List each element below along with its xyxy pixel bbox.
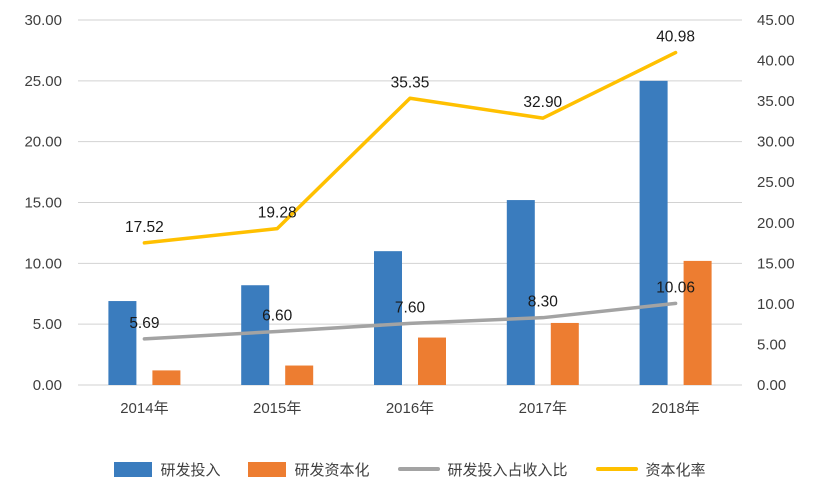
right-axis-tick-label: 40.00 [757, 53, 795, 70]
bar-segment [418, 337, 446, 385]
data-label: 6.60 [262, 307, 293, 324]
legend-line-swatch [595, 467, 638, 471]
left-axis-tick-label: 30.00 [24, 12, 62, 29]
legend-bar-swatch [248, 461, 287, 477]
combo-chart: 0.00 5.00 10.00 15.00 20.00 25.00 30.00 0.00 5.0… [24, 12, 795, 417]
legend-item: 研发投入 [114, 459, 220, 480]
data-label: 32.90 [523, 94, 562, 111]
line-series [142, 301, 678, 341]
legend-line-swatch [397, 467, 440, 471]
bar-segment [374, 251, 402, 385]
legend-label: 研发资本化 [294, 461, 370, 479]
right-axis-tick-label: 20.00 [757, 215, 795, 232]
left-axis-tick-label: 5.00 [33, 316, 62, 333]
line-series [142, 50, 678, 245]
data-label: 17.52 [125, 219, 164, 236]
right-axis-tick-label: 45.00 [757, 12, 795, 29]
right-axis-tick-label: 35.00 [757, 93, 795, 110]
left-axis-tick-label: 0.00 [33, 377, 62, 394]
right-axis-tick-label: 25.00 [757, 174, 795, 191]
data-label: 5.69 [129, 315, 159, 332]
right-axis-tick-label: 15.00 [757, 255, 795, 272]
left-axis-tick-label: 15.00 [24, 195, 62, 212]
left-axis-tick-label: 20.00 [24, 134, 62, 151]
legend-label: 研发投入占收入比 [447, 461, 568, 479]
bar-segment [108, 301, 137, 385]
x-axis-label: 2018年 [651, 400, 699, 417]
bar-segment [241, 285, 270, 385]
bar-segment [152, 370, 181, 385]
right-axis-tick-label: 10.00 [757, 296, 795, 313]
x-axis-label: 2015年 [253, 400, 301, 417]
data-label: 7.60 [395, 299, 426, 316]
chart-legend: 研发投入 研发资本化 研发投入占收入比 资本化率 [0, 440, 820, 498]
right-axis-tick-label: 30.00 [757, 134, 795, 151]
x-axis-label: 2017年 [519, 400, 567, 417]
data-label: 35.35 [391, 74, 430, 91]
bar-segment [639, 80, 668, 385]
legend-bar-swatch [114, 461, 153, 477]
data-label: 19.28 [258, 205, 297, 222]
legend-label: 资本化率 [645, 461, 706, 479]
left-axis-tick-label: 25.00 [24, 73, 62, 90]
bar-segment [285, 365, 314, 385]
data-label: 40.98 [656, 29, 695, 46]
right-axis-tick-label: 0.00 [757, 377, 786, 394]
bar-segment [550, 322, 579, 385]
bar-segment [506, 200, 535, 385]
left-axis-tick-label: 10.00 [24, 255, 62, 272]
legend-item: 研发资本化 [248, 459, 370, 480]
legend-label: 研发投入 [160, 461, 221, 479]
data-label: 10.06 [656, 279, 695, 296]
legend-item: 研发投入占收入比 [397, 459, 568, 480]
data-label: 8.30 [528, 294, 559, 311]
legend-item: 资本化率 [595, 459, 706, 480]
bar-segment [683, 260, 712, 385]
x-axis-label: 2016年 [386, 400, 434, 417]
right-axis-tick-label: 5.00 [757, 336, 786, 353]
x-axis-label: 2014年 [120, 400, 168, 417]
